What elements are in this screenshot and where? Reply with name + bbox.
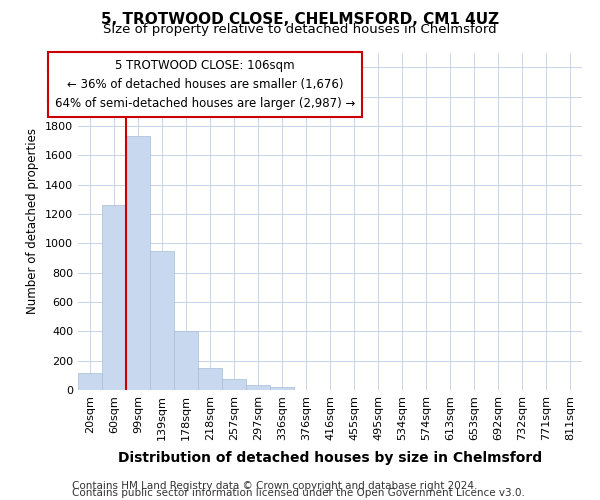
Text: Contains HM Land Registry data © Crown copyright and database right 2024.: Contains HM Land Registry data © Crown c… <box>72 481 478 491</box>
Bar <box>102 205 126 390</box>
Text: 5, TROTWOOD CLOSE, CHELMSFORD, CM1 4UZ: 5, TROTWOOD CLOSE, CHELMSFORD, CM1 4UZ <box>101 12 499 28</box>
Bar <box>78 373 102 390</box>
X-axis label: Distribution of detached houses by size in Chelmsford: Distribution of detached houses by size … <box>118 451 542 465</box>
Bar <box>246 385 270 390</box>
Text: 5 TROTWOOD CLOSE: 106sqm
← 36% of detached houses are smaller (1,676)
64% of sem: 5 TROTWOOD CLOSE: 106sqm ← 36% of detach… <box>55 60 355 110</box>
Bar <box>150 252 174 390</box>
Text: Size of property relative to detached houses in Chelmsford: Size of property relative to detached ho… <box>103 22 497 36</box>
Bar <box>198 368 222 390</box>
Bar <box>174 330 198 390</box>
Bar <box>222 379 246 390</box>
Text: Contains public sector information licensed under the Open Government Licence v3: Contains public sector information licen… <box>72 488 525 498</box>
Bar <box>126 136 150 390</box>
Bar <box>270 387 294 390</box>
Y-axis label: Number of detached properties: Number of detached properties <box>26 128 40 314</box>
